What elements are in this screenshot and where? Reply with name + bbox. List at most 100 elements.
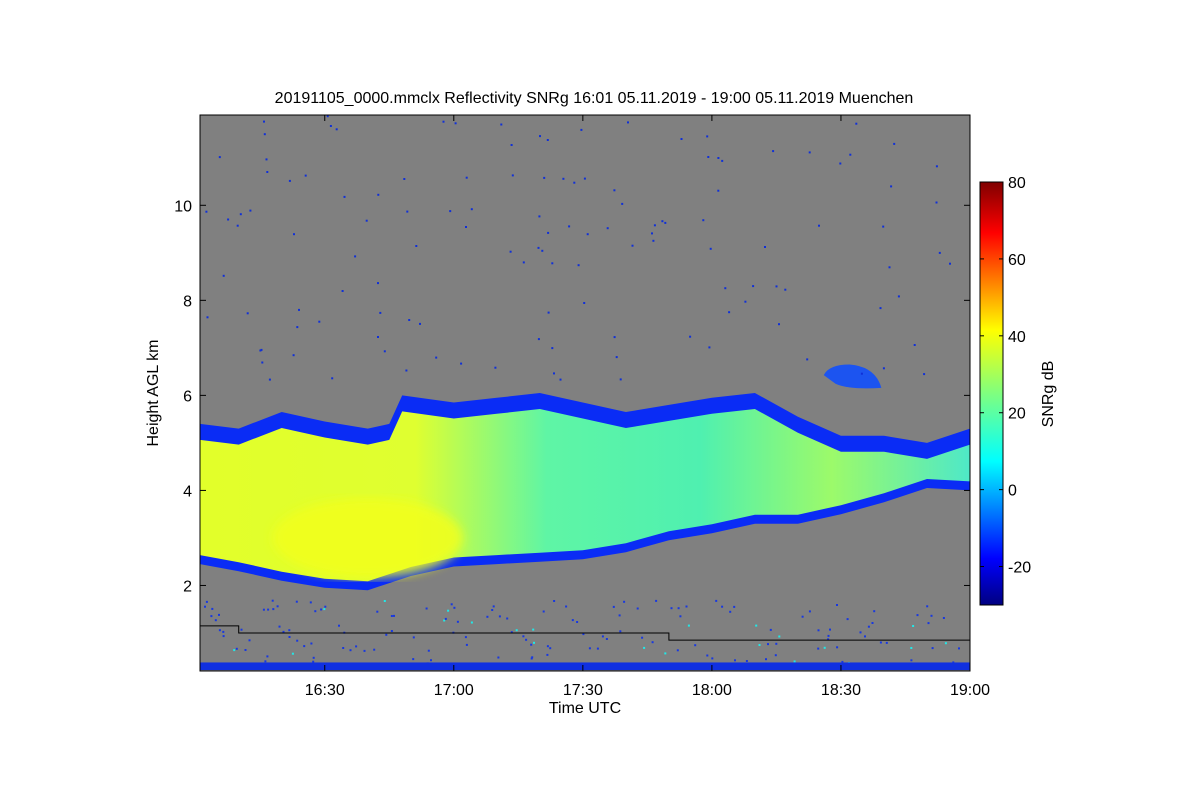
noise-pixel: [233, 649, 236, 652]
noise-pixel: [323, 608, 326, 611]
noise-pixel: [304, 174, 307, 177]
noise-pixel: [923, 373, 926, 376]
noise-pixel: [583, 177, 586, 180]
noise-pixel: [293, 233, 295, 236]
noise-pixel: [338, 624, 340, 627]
noise-pixel: [707, 156, 710, 158]
noise-pixel: [267, 608, 270, 611]
noise-pixel: [412, 636, 415, 639]
noise-pixel: [282, 630, 285, 633]
noise-pixel: [606, 227, 609, 230]
noise-pixel: [841, 660, 844, 663]
noise-pixel: [266, 655, 269, 658]
noise-pixel: [236, 224, 239, 227]
noise-pixel: [310, 642, 313, 645]
noise-pixel: [453, 606, 456, 609]
noise-pixel: [775, 285, 778, 288]
noise-pixel: [343, 195, 346, 198]
noise-pixel: [613, 336, 616, 339]
colorbar: [979, 181, 1004, 606]
noise-pixel: [636, 607, 639, 610]
noise-pixel: [263, 120, 265, 123]
noise-pixel: [218, 156, 221, 159]
noise-pixel: [864, 635, 866, 638]
noise-pixel: [888, 266, 891, 269]
noise-pixel: [222, 635, 225, 638]
cloud-core: [272, 497, 463, 578]
noise-pixel: [806, 358, 809, 361]
noise-pixel: [522, 261, 525, 264]
noise-pixel: [694, 644, 697, 647]
noise-pixel: [565, 605, 568, 608]
noise-pixel: [676, 649, 679, 652]
noise-pixel: [808, 610, 811, 613]
noise-pixel: [295, 600, 298, 603]
noise-pixel: [331, 377, 334, 380]
noise-pixel: [377, 282, 379, 285]
noise-pixel: [377, 336, 379, 338]
colorbar-ticks: -20 0 20 40 60 80: [980, 175, 1031, 577]
plot-frame: [199, 114, 971, 672]
noise-pixel: [390, 615, 393, 617]
noise-pixel: [836, 604, 838, 606]
noise-pixel: [248, 639, 251, 642]
noise-pixel: [263, 133, 266, 136]
noise-pixel: [412, 658, 415, 661]
noise-pixel: [801, 615, 804, 618]
ground-clutter-band: [200, 662, 970, 671]
noise-pixel: [577, 264, 580, 267]
noise-pixel: [546, 645, 549, 648]
noise-pixel: [553, 372, 555, 375]
noise-pixel: [465, 643, 468, 646]
x-tick-label: 18:30: [821, 682, 861, 699]
noise-pixel: [266, 171, 269, 173]
noise-pixel: [261, 361, 264, 364]
noise-pixel: [260, 348, 263, 351]
noise-pixel: [778, 635, 781, 638]
noise-pixel: [859, 631, 862, 634]
noise-pixel: [958, 647, 960, 650]
noise-pixel: [442, 120, 445, 123]
noise-pixel: [942, 617, 945, 619]
noise-pixel: [580, 128, 583, 131]
noise-pixel: [576, 621, 579, 623]
noise-pixel: [532, 628, 535, 631]
noise-pixel: [376, 610, 379, 613]
noise-pixel: [926, 605, 929, 608]
colorbar-tick-label: 20: [1008, 406, 1026, 423]
noise-pixel: [893, 142, 896, 145]
reference-line: [200, 625, 970, 641]
noise-pixel: [882, 225, 885, 228]
noise-pixel: [916, 614, 919, 617]
noise-pixel: [772, 150, 775, 153]
noise-pixel: [817, 629, 820, 632]
noise-pixel: [687, 624, 690, 627]
noise-pixel: [734, 659, 736, 662]
noise-pixel: [910, 659, 913, 662]
noise-pixel: [259, 349, 262, 352]
noise-pixel: [873, 610, 876, 613]
noise-pixel: [641, 636, 644, 639]
noise-pixel: [206, 316, 209, 319]
noise-pixel: [425, 607, 428, 610]
noise-pixel: [867, 625, 870, 628]
noise-pixel: [491, 609, 494, 611]
y-tick-label: 2: [183, 578, 192, 595]
noise-pixel: [546, 653, 549, 656]
noise-pixel: [689, 335, 692, 338]
noise-pixel: [465, 176, 468, 179]
noise-pixel: [449, 210, 452, 213]
noise-pixel: [717, 189, 720, 192]
noise-pixel: [329, 125, 332, 127]
noise-pixel: [205, 210, 208, 213]
noise-pixel: [808, 151, 811, 154]
noise-pixel: [531, 656, 534, 659]
noise-pixel: [239, 213, 242, 216]
noise-pixel: [444, 617, 447, 620]
noise-pixel: [342, 647, 345, 649]
noise-pixel: [793, 660, 796, 663]
noise-pixel: [222, 630, 225, 633]
noise-pixel: [767, 643, 769, 646]
noise-pixel: [326, 115, 329, 118]
noise-pixel: [702, 219, 705, 222]
